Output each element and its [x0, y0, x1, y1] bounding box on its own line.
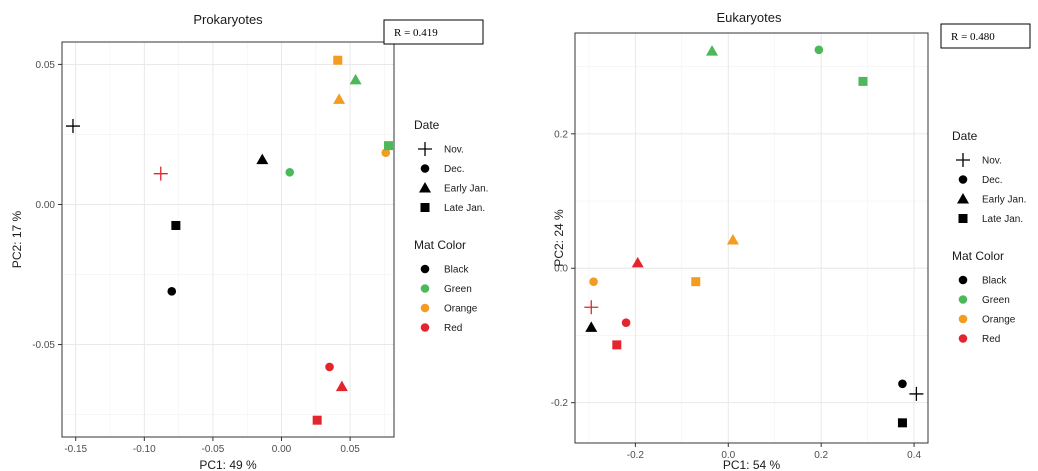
- x-axis-label: PC1: 54 %: [723, 458, 781, 471]
- x-tick-label: -0.2: [627, 450, 645, 461]
- legend-key-square: [958, 214, 968, 223]
- r-value-box: [383, 19, 484, 45]
- legend-label-date: Nov.: [444, 145, 464, 156]
- legend-key-circle: [420, 164, 430, 173]
- data-point: [897, 418, 907, 428]
- data-point: [312, 415, 322, 425]
- data-point: [325, 362, 334, 372]
- legend-key-color: [420, 284, 430, 293]
- chart-title: Eukaryotes: [716, 10, 782, 25]
- r-value-text: R = 0.480: [951, 31, 995, 43]
- x-axis-label: PC1: 49 %: [199, 458, 257, 471]
- legend-label-color: Green: [444, 284, 472, 295]
- data-point: [256, 153, 269, 165]
- legend-label-color: Black: [444, 265, 469, 276]
- x-tick-label: 0.05: [340, 444, 360, 455]
- data-point: [726, 234, 739, 245]
- legend-label-date: Dec.: [982, 175, 1003, 186]
- data-point: [814, 45, 824, 55]
- data-point: [333, 55, 343, 65]
- data-point: [384, 141, 394, 151]
- data-point: [335, 380, 348, 392]
- legend-key-color: [958, 334, 968, 343]
- data-point: [349, 73, 362, 85]
- r-value-text: R = 0.419: [394, 27, 438, 39]
- legend-key-plus: [418, 142, 432, 156]
- legend-label-color: Red: [444, 323, 462, 334]
- eukaryotes-chart: -0.2 0.0 0.2 0.4 -0.2 0.0 0.2 Eukaryotes PC1: 54…: [551, 10, 1031, 471]
- y-axis-label: PC2: 24 %: [552, 209, 566, 267]
- data-point: [585, 321, 598, 332]
- chart-title: Prokaryotes: [193, 12, 263, 27]
- data-point: [706, 45, 719, 56]
- legend-key-plus: [956, 153, 970, 167]
- x-tick-label: 0.4: [907, 450, 921, 461]
- plot-border: [61, 41, 395, 438]
- data-point: [612, 340, 622, 350]
- legend-key-color: [958, 295, 968, 304]
- data-point: [381, 148, 391, 157]
- legend-key-triangle: [419, 182, 431, 193]
- y-tick-label: -0.05: [32, 340, 55, 351]
- x-tick-label: -0.10: [133, 444, 156, 455]
- data-point: [285, 167, 295, 177]
- legend-key-color: [958, 275, 968, 285]
- data-point: [621, 318, 631, 327]
- legend-label-date: Early Jan.: [444, 184, 488, 195]
- data-point: [153, 166, 168, 181]
- legend-label-date: Late Jan.: [982, 214, 1023, 225]
- r-value-box: [940, 23, 1031, 49]
- data-point: [858, 76, 868, 86]
- x-tick-label: 0.0: [721, 450, 735, 461]
- legend-label-date: Early Jan.: [982, 195, 1026, 206]
- x-tick-label: 0.00: [272, 444, 292, 455]
- x-tick-label: -0.15: [64, 444, 87, 455]
- data-point: [898, 379, 907, 389]
- legend-label-color: Green: [982, 295, 1010, 306]
- legend-title-date: Date: [414, 118, 440, 132]
- legend-title-color: Mat Color: [414, 238, 466, 252]
- y-tick-label: 0.00: [36, 200, 56, 211]
- legend-key-color: [958, 314, 968, 324]
- y-tick-label: 0.2: [554, 129, 568, 140]
- y-tick-label: 0.05: [36, 60, 56, 71]
- legend-title-color: Mat Color: [952, 249, 1004, 263]
- x-tick-label: -0.05: [202, 444, 225, 455]
- legend-key-color: [420, 264, 430, 274]
- data-point: [909, 386, 924, 401]
- legend-key-circle: [958, 175, 968, 184]
- legend-label-color: Orange: [982, 315, 1016, 326]
- legend-key-color: [420, 303, 430, 313]
- legend-key-square: [420, 203, 430, 212]
- y-axis-label: PC2: 17 %: [10, 210, 24, 268]
- legend-label-color: Red: [982, 334, 1000, 345]
- legend-label-date: Dec.: [444, 164, 465, 175]
- data-point: [333, 93, 346, 104]
- legend-label-color: Orange: [444, 304, 478, 315]
- legend-label-color: Black: [982, 276, 1007, 287]
- legend-key-color: [420, 323, 430, 332]
- data-point: [65, 119, 80, 134]
- legend-key-triangle: [957, 193, 969, 204]
- data-point: [691, 277, 701, 287]
- legend-label-date: Late Jan.: [444, 203, 485, 214]
- y-tick-label: -0.2: [551, 398, 569, 409]
- plot-border: [574, 32, 929, 444]
- y-tick-label: 0.0: [554, 264, 568, 275]
- prokaryotes-chart: -0.15 -0.10 -0.05 0.00 0.05 -0.05 0.00 0.05 Prok…: [10, 12, 488, 471]
- data-point: [589, 277, 598, 286]
- legend-title-date: Date: [952, 129, 978, 143]
- data-point: [171, 220, 181, 230]
- legend-label-date: Nov.: [982, 156, 1002, 167]
- data-point: [167, 287, 177, 296]
- data-point: [584, 300, 599, 315]
- data-point: [631, 256, 644, 268]
- x-tick-label: 0.2: [814, 450, 828, 461]
